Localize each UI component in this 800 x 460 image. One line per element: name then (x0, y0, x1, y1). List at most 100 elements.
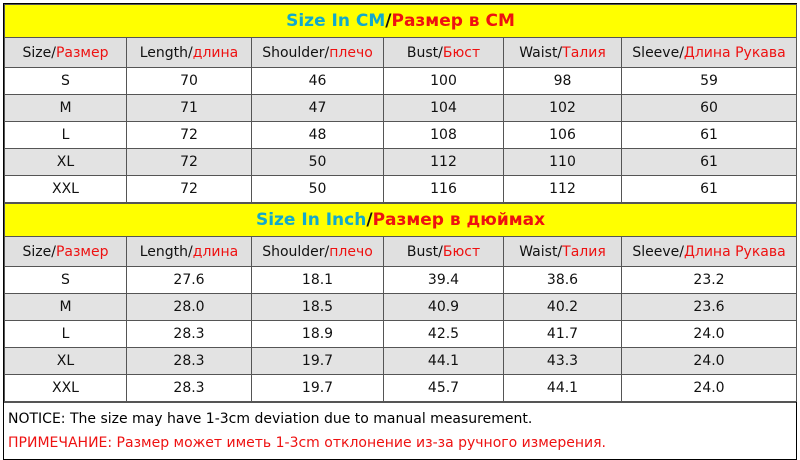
cell: 72 (126, 121, 252, 149)
notice-en: NOTICE: The size may have 1-3cm deviatio… (8, 411, 533, 427)
header-row: Size/Размер Length/длина Shoulder/плечо Bus… (4, 37, 797, 68)
cell: 24.0 (620, 347, 798, 375)
cell: S (4, 67, 127, 95)
column-header: Size/Размер (4, 37, 127, 68)
title-sep: / (366, 210, 373, 230)
header-en: Bust/ (406, 44, 443, 61)
cell: 100 (383, 67, 504, 95)
notice: NOTICE: The size may have 1-3cm deviatio… (4, 402, 796, 459)
cell: 28.3 (126, 347, 252, 375)
cell: 48 (251, 121, 384, 149)
cell: 46 (251, 67, 384, 95)
header-en: Shoulder/ (262, 44, 330, 61)
cell: M (4, 293, 127, 321)
cell: M (4, 94, 127, 122)
cell: 23.6 (620, 293, 798, 321)
header-ru: Бюст (442, 44, 481, 61)
header-en: Sleeve/ (632, 243, 684, 260)
column-header: Waist/Талия (503, 236, 622, 267)
column-header: Size/Размер (4, 236, 127, 267)
cell: 42.5 (383, 320, 504, 348)
table-title: Size In CM/Размер в CM (4, 4, 797, 38)
size-table: Size In CM/Размер в CM Size/Размер Length/… (4, 4, 797, 203)
header-row: Size/Размер Length/длина Shoulder/плечо Bus… (4, 236, 798, 267)
cell: 23.2 (620, 266, 798, 294)
header-en: Shoulder/ (262, 243, 330, 260)
title-sep: / (385, 11, 392, 31)
header-en: Waist/ (519, 44, 563, 61)
data-row: M 71 47 104 102 60 (4, 94, 797, 122)
header-ru: плечо (329, 44, 373, 61)
data-row: M 28.0 18.5 40.9 40.2 23.6 (4, 293, 798, 321)
title-ru: Размер в дюймах (372, 210, 546, 230)
cell: 72 (126, 148, 252, 176)
cell: 43.3 (503, 347, 622, 375)
header-ru: Талия (562, 44, 606, 61)
column-header: Bust/Бюст (383, 37, 504, 68)
cell: L (4, 121, 127, 149)
cell: 71 (126, 94, 252, 122)
header-ru: Длина Рукава (683, 44, 786, 61)
cell: 72 (126, 175, 252, 203)
cell: XXL (4, 374, 127, 402)
header-ru: Размер (55, 243, 109, 260)
data-row: L 72 48 108 106 61 (4, 121, 797, 149)
cell: 38.6 (503, 266, 622, 294)
column-header: Waist/Талия (503, 37, 622, 68)
cell: 108 (383, 121, 504, 149)
header-en: Bust/ (406, 243, 443, 260)
data-row: XL 28.3 19.7 44.1 43.3 24.0 (4, 347, 798, 375)
title-en: Size In CM (286, 11, 386, 31)
cell: 102 (503, 94, 622, 122)
table-title: Size In Inch/Размер в дюймах (3, 203, 798, 237)
column-header: Bust/Бюст (383, 236, 504, 267)
column-header: Shoulder/плечо (251, 236, 384, 267)
cell: 28.0 (126, 293, 252, 321)
cell: XXL (4, 175, 127, 203)
title-en: Size In Inch (255, 210, 367, 230)
cell: 98 (503, 67, 622, 95)
cell: XL (4, 148, 127, 176)
cell: 40.9 (383, 293, 504, 321)
cell: 61 (621, 175, 797, 203)
cell: 18.9 (251, 320, 384, 348)
data-row: S 27.6 18.1 39.4 38.6 23.2 (4, 266, 798, 294)
notice-ru: ПРИМЕЧАНИЕ: Размер может иметь 1-3cm отк… (8, 435, 606, 451)
cell: 28.3 (126, 374, 252, 402)
cell: 40.2 (503, 293, 622, 321)
header-en: Waist/ (519, 243, 563, 260)
cell: XL (4, 347, 127, 375)
column-header: Shoulder/плечо (251, 37, 384, 68)
cell: 18.1 (251, 266, 384, 294)
cell: 116 (383, 175, 504, 203)
cell: 112 (383, 148, 504, 176)
size-chart: Size In CM/Размер в CM Size/Размер Length/… (3, 3, 798, 460)
cell: 24.0 (620, 374, 798, 402)
cell: 61 (621, 148, 797, 176)
cell: 106 (503, 121, 622, 149)
cell: 41.7 (503, 320, 622, 348)
header-en: Size/ (22, 44, 56, 61)
cell: 27.6 (126, 266, 252, 294)
header-en: Length/ (139, 243, 193, 260)
cell: 28.3 (126, 320, 252, 348)
header-ru: плечо (329, 243, 373, 260)
header-ru: длина (192, 44, 239, 61)
data-row: XL 72 50 112 110 61 (4, 148, 797, 176)
data-row: L 28.3 18.9 42.5 41.7 24.0 (4, 320, 798, 348)
column-header: Sleeve/Длина Рукава (620, 236, 798, 267)
cell: 104 (383, 94, 504, 122)
cell: 70 (126, 67, 252, 95)
size-table: Size In Inch/Размер в дюймах Size/Размер L… (3, 203, 798, 402)
cell: 45.7 (383, 374, 504, 402)
cell: 110 (503, 148, 622, 176)
cell: 44.1 (383, 347, 504, 375)
cell: L (4, 320, 127, 348)
cell: 39.4 (383, 266, 504, 294)
cell: 18.5 (251, 293, 384, 321)
cell: 44.1 (503, 374, 622, 402)
cell: 112 (503, 175, 622, 203)
cell: 19.7 (251, 347, 384, 375)
header-en: Size/ (22, 243, 56, 260)
title-ru: Размер в CM (391, 11, 515, 31)
